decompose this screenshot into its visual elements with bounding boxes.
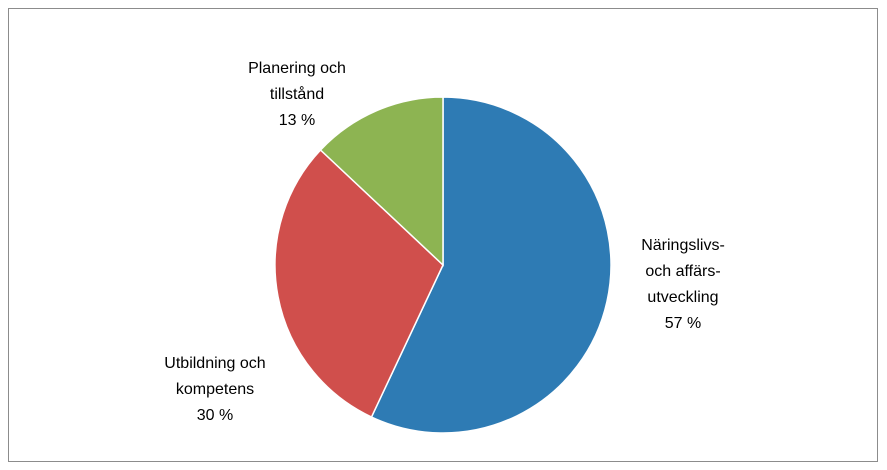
slice-category-label: Planering och tillstånd [248,60,346,103]
slice-value-label: 57 % [664,315,702,332]
slice-category-label: Näringslivs- och affärs- utveckling [641,237,725,306]
slice-value-label: 30 % [196,407,234,424]
pie-slice [319,96,444,267]
pie-slice [274,148,444,419]
slice-value-label: 13 % [278,112,316,129]
slice-category-label: Utbildning och kompetens [164,355,266,398]
pie-slice [370,96,612,434]
